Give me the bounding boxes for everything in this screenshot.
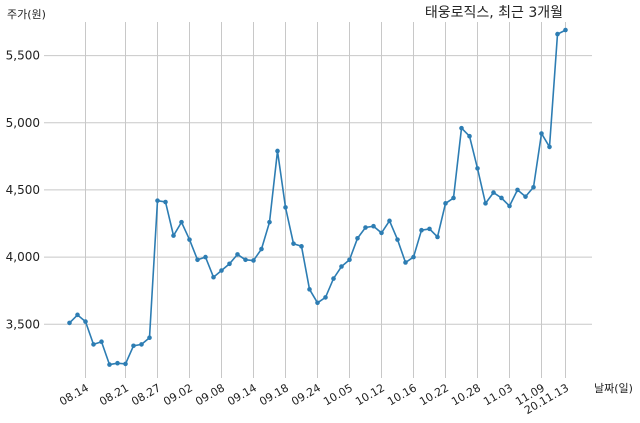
data-point <box>323 295 328 300</box>
x-tick-label: 09.14 <box>225 381 259 408</box>
data-point <box>427 226 432 232</box>
data-point <box>443 201 448 206</box>
data-point <box>531 184 536 190</box>
x-tick-label: 10.16 <box>385 381 419 408</box>
x-tick-label: 08.21 <box>97 381 131 408</box>
data-point <box>67 320 72 326</box>
x-tick-label: 09.18 <box>257 381 291 408</box>
data-point <box>411 254 416 260</box>
data-point <box>147 335 152 340</box>
data-point <box>83 319 88 324</box>
data-point <box>163 199 168 205</box>
x-tick-label: 09.02 <box>161 381 195 408</box>
x-tick-label: 10.05 <box>321 381 355 408</box>
data-point <box>211 274 216 280</box>
data-point <box>555 31 560 37</box>
data-point <box>99 339 104 345</box>
data-point <box>235 252 240 257</box>
data-point <box>339 264 344 269</box>
data-point <box>275 148 280 154</box>
data-point <box>371 223 376 229</box>
x-tick-label: 10.28 <box>449 381 483 408</box>
data-point <box>91 342 96 347</box>
data-point <box>171 233 176 238</box>
y-axis-label: 주가(원) <box>7 8 46 21</box>
x-tick-label: 11.03 <box>481 381 515 408</box>
data-point <box>291 241 296 246</box>
data-point <box>115 360 120 366</box>
data-point <box>363 225 368 230</box>
data-point <box>475 166 480 171</box>
data-point <box>219 268 224 273</box>
data-point <box>203 254 208 260</box>
data-point <box>75 312 80 318</box>
data-point <box>187 237 192 242</box>
data-point <box>227 261 232 267</box>
chart-title: 태웅로직스, 최근 3개월 <box>425 5 563 21</box>
x-tick-label: 08.27 <box>129 381 163 408</box>
data-point <box>483 201 488 206</box>
data-point <box>395 237 400 242</box>
axes: 3,500 4,000 4,500 5,000 5,500 08.14 08.2108.27… <box>6 49 571 418</box>
data-point <box>315 300 320 306</box>
data-point <box>243 257 248 263</box>
data-point <box>387 218 392 224</box>
data-point <box>459 125 464 131</box>
x-tick-label: 08.14 <box>57 381 91 408</box>
y-tick-label: 3,500 <box>6 317 40 331</box>
y-tick-label: 5,000 <box>6 116 40 130</box>
data-point <box>507 203 512 209</box>
data-point <box>251 258 256 263</box>
data-point <box>539 131 544 136</box>
data-point <box>195 257 200 263</box>
data-point <box>347 257 352 263</box>
y-tick-label: 4,000 <box>6 250 40 264</box>
data-point <box>563 27 568 33</box>
data-point <box>107 362 112 367</box>
data-point <box>307 287 312 292</box>
data-point <box>259 246 264 252</box>
data-point <box>155 198 160 203</box>
x-tick-label: 10.22 <box>417 381 451 408</box>
data-point <box>515 187 520 193</box>
data-point <box>179 219 184 225</box>
data-point <box>547 144 552 150</box>
data-point <box>499 195 504 201</box>
x-tick-label: 09.08 <box>193 381 227 408</box>
series <box>67 27 568 367</box>
x-tick-label: 09.24 <box>289 381 323 408</box>
data-point <box>467 133 472 139</box>
data-point <box>379 230 384 236</box>
grid <box>44 22 592 378</box>
x-axis-label: 날짜(일) <box>594 381 633 395</box>
data-point <box>491 190 496 195</box>
data-point <box>299 244 304 249</box>
data-point <box>267 219 272 225</box>
data-point <box>419 227 424 233</box>
x-tick-label: 10.12 <box>353 381 387 408</box>
data-point <box>123 361 128 367</box>
data-point <box>331 276 336 281</box>
data-point <box>451 195 456 201</box>
data-point <box>283 205 288 210</box>
y-tick-label: 5,500 <box>6 49 40 63</box>
data-point <box>435 234 440 240</box>
data-point <box>131 343 136 349</box>
data-point <box>403 260 408 265</box>
data-point <box>355 235 360 241</box>
data-point <box>523 194 528 199</box>
y-tick-label: 4,500 <box>6 183 40 197</box>
data-point <box>139 342 144 347</box>
